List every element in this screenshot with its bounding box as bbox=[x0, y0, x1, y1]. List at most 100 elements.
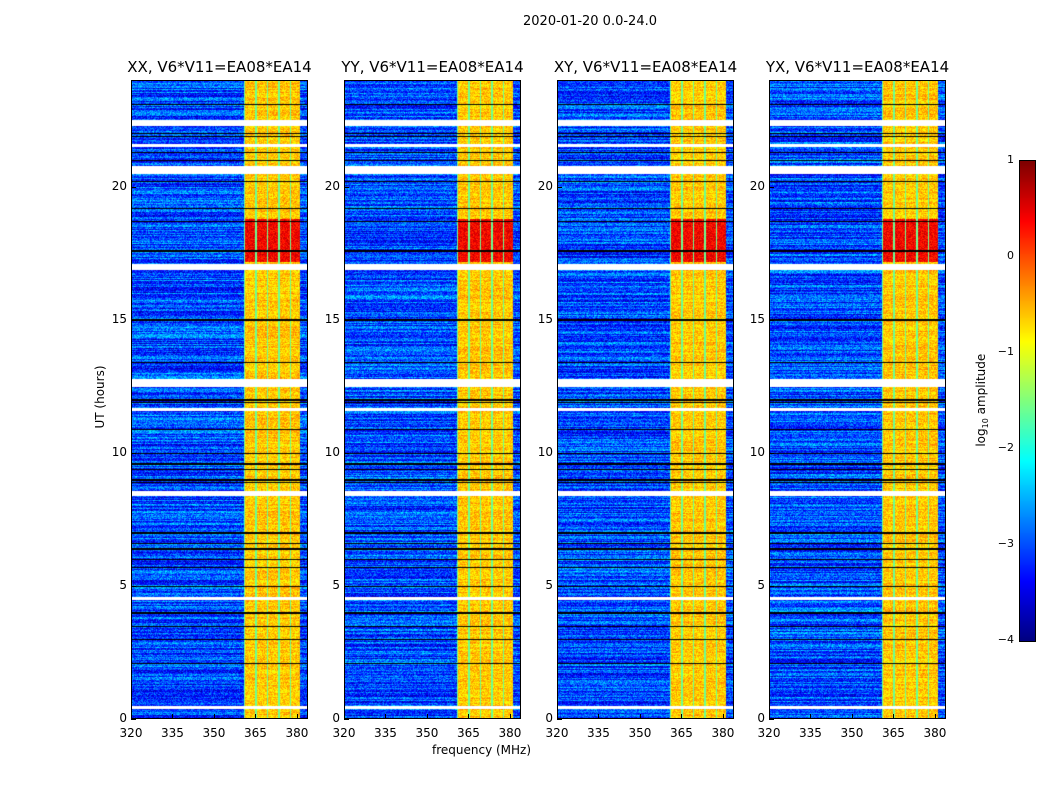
x-tick-mark bbox=[681, 714, 683, 719]
colorbar-tick-label: 0 bbox=[1007, 249, 1014, 262]
axes-frame bbox=[344, 80, 521, 719]
y-tick-label: 20 bbox=[324, 178, 340, 193]
x-tick-label: 365 bbox=[670, 726, 693, 740]
y-tick-mark bbox=[769, 452, 774, 454]
waterfall-heatmap bbox=[769, 80, 946, 719]
panel-0: XX, V6*V11=EA08*EA14 320 335 350 365 380 0 5 10 1… bbox=[112, 58, 312, 740]
y-tick-label: 20 bbox=[111, 178, 127, 193]
panel-title: YX, V6*V11=EA08*EA14 bbox=[765, 58, 950, 76]
colorbar-tick-label: −2 bbox=[997, 441, 1014, 454]
x-tick-mark bbox=[255, 714, 257, 719]
y-tick-mark bbox=[131, 319, 136, 321]
y-tick-label: 0 bbox=[332, 711, 340, 725]
y-tick-mark bbox=[769, 186, 774, 188]
colorbar bbox=[1019, 160, 1036, 642]
colorbar-tick-label: −1 bbox=[997, 345, 1014, 358]
y-tick-mark bbox=[131, 452, 136, 454]
x-tick-label: 350 bbox=[415, 726, 439, 740]
y-tick-mark bbox=[557, 452, 562, 454]
x-tick-mark bbox=[344, 714, 345, 719]
y-tick-label: 10 bbox=[111, 444, 127, 459]
y-tick-label: 15 bbox=[537, 311, 553, 326]
x-tick-label: 320 bbox=[757, 726, 781, 740]
x-tick-label: 320 bbox=[119, 726, 143, 740]
x-tick-mark bbox=[769, 714, 770, 719]
x-tick-label: 365 bbox=[457, 726, 480, 740]
x-tick-mark bbox=[557, 714, 558, 719]
x-tick-label: 320 bbox=[332, 726, 356, 740]
x-tick-label: 350 bbox=[628, 726, 652, 740]
x-tick-mark bbox=[468, 714, 470, 719]
y-tick-mark bbox=[769, 319, 774, 321]
y-tick-mark bbox=[344, 186, 349, 188]
y-tick-label: 5 bbox=[119, 577, 127, 592]
x-tick-label: 320 bbox=[545, 726, 569, 740]
y-tick-label: 20 bbox=[537, 178, 553, 193]
axes-frame bbox=[557, 80, 734, 719]
y-tick-label: 5 bbox=[545, 577, 553, 592]
x-tick-mark bbox=[722, 714, 724, 719]
x-tick-mark bbox=[851, 714, 853, 719]
x-tick-mark bbox=[639, 714, 641, 719]
x-tick-mark bbox=[509, 714, 511, 719]
x-tick-mark bbox=[213, 714, 215, 719]
y-tick-label: 10 bbox=[324, 444, 340, 459]
y-axis-label: UT (hours) bbox=[93, 365, 107, 429]
y-tick-mark bbox=[344, 452, 349, 454]
y-tick-label: 15 bbox=[111, 311, 127, 326]
y-tick-mark bbox=[557, 719, 562, 720]
x-axis-label: frequency (MHz) bbox=[432, 743, 532, 757]
x-tick-label: 365 bbox=[244, 726, 267, 740]
x-tick-label: 365 bbox=[882, 726, 905, 740]
y-tick-label: 5 bbox=[757, 577, 765, 592]
panel-title: XX, V6*V11=EA08*EA14 bbox=[127, 58, 312, 76]
x-tick-label: 335 bbox=[587, 726, 610, 740]
colorbar-tick-label: −4 bbox=[997, 633, 1014, 646]
x-tick-label: 350 bbox=[840, 726, 864, 740]
x-tick-label: 335 bbox=[374, 726, 397, 740]
y-tick-label: 0 bbox=[545, 711, 553, 725]
y-tick-label: 0 bbox=[757, 711, 765, 725]
y-tick-mark bbox=[131, 719, 136, 720]
x-tick-label: 335 bbox=[799, 726, 822, 740]
axes-frame bbox=[131, 80, 308, 719]
waterfall-heatmap bbox=[557, 80, 734, 719]
colorbar-tick-label: −3 bbox=[997, 537, 1014, 550]
x-tick-label: 380 bbox=[923, 726, 947, 740]
x-tick-mark bbox=[172, 714, 174, 719]
x-tick-mark bbox=[296, 714, 298, 719]
y-tick-mark bbox=[557, 319, 562, 321]
figure-title: 2020-01-20 0.0-24.0 bbox=[523, 14, 657, 29]
x-tick-label: 350 bbox=[202, 726, 226, 740]
x-tick-mark bbox=[426, 714, 428, 719]
y-tick-mark bbox=[344, 319, 349, 321]
panel-3: YX, V6*V11=EA08*EA14 320 335 350 365 380 0 5 10 1… bbox=[750, 58, 949, 740]
x-tick-mark bbox=[810, 714, 812, 719]
y-tick-label: 5 bbox=[332, 577, 340, 592]
x-tick-label: 380 bbox=[711, 726, 735, 740]
y-tick-mark bbox=[557, 186, 562, 188]
y-tick-label: 20 bbox=[749, 178, 765, 193]
panel-title: YY, V6*V11=EA08*EA14 bbox=[341, 58, 524, 76]
y-tick-mark bbox=[131, 585, 136, 587]
y-tick-mark bbox=[769, 719, 774, 720]
colorbar-tick-label: 1 bbox=[1007, 153, 1014, 166]
waterfall-heatmap bbox=[344, 80, 521, 719]
x-tick-label: 335 bbox=[161, 726, 184, 740]
y-tick-mark bbox=[557, 585, 562, 587]
y-tick-label: 10 bbox=[749, 444, 765, 459]
x-tick-label: 380 bbox=[498, 726, 522, 740]
axes-frame bbox=[769, 80, 946, 719]
waterfall-heatmap bbox=[131, 80, 308, 719]
x-tick-mark bbox=[131, 714, 132, 719]
y-tick-label: 15 bbox=[749, 311, 765, 326]
colorbar-label: log10 amplitude bbox=[973, 353, 991, 447]
y-tick-mark bbox=[344, 719, 349, 720]
x-tick-mark bbox=[934, 714, 936, 719]
panel-title: XY, V6*V11=EA08*EA14 bbox=[553, 58, 738, 76]
x-tick-mark bbox=[598, 714, 600, 719]
y-tick-mark bbox=[131, 186, 136, 188]
y-tick-label: 0 bbox=[119, 711, 127, 725]
y-tick-mark bbox=[769, 585, 774, 587]
